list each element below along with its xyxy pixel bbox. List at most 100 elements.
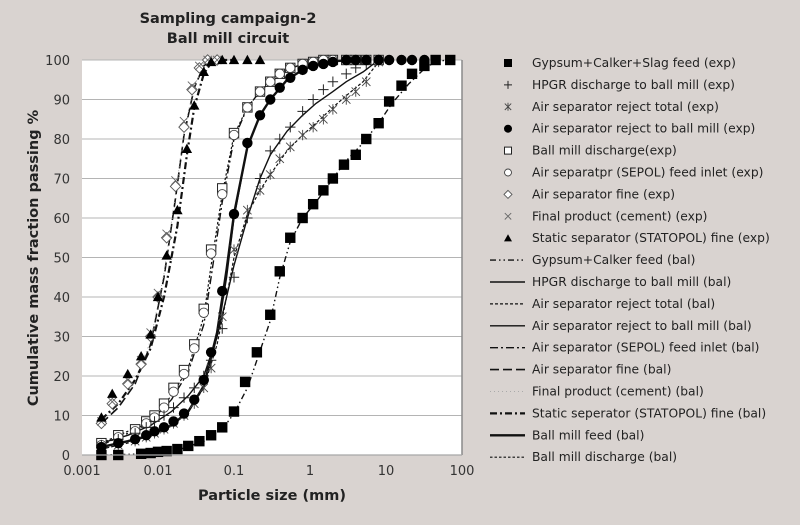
- legend-label: Final product (cement) (bal): [532, 385, 704, 399]
- data-point: [254, 86, 266, 97]
- data-point: [307, 198, 319, 210]
- data-point: [160, 231, 173, 244]
- data-point: [217, 311, 227, 322]
- x-tick-label: 100: [450, 464, 475, 479]
- data-point: [285, 141, 295, 153]
- data-point: [194, 435, 205, 447]
- data-point: [169, 180, 182, 193]
- data-point: [172, 204, 183, 215]
- data-point: [274, 133, 285, 145]
- data-point: [189, 100, 200, 110]
- data-point: [242, 54, 253, 65]
- x-tick-label: 0.1: [224, 464, 245, 479]
- legend-label: Static seperator (STATOPOL) fine (bal): [532, 406, 766, 420]
- data-point: [242, 137, 253, 149]
- data-point: [152, 291, 164, 302]
- data-point: [265, 169, 275, 180]
- data-point: [297, 106, 308, 117]
- data-point: [107, 397, 117, 407]
- data-point: [373, 54, 384, 66]
- data-point: [96, 441, 107, 453]
- data-point: [228, 272, 240, 283]
- data-point: [328, 104, 338, 115]
- legend-label: Static separator (STATOPOL) fine (exp): [532, 231, 770, 245]
- legend-marker: [504, 234, 512, 242]
- data-point: [158, 410, 170, 421]
- data-point: [254, 54, 266, 65]
- data-point: [129, 434, 141, 445]
- legend-marker: [504, 124, 512, 133]
- data-point: [396, 54, 407, 66]
- data-point: [113, 437, 124, 449]
- legend-label: Final product (cement) (exp): [532, 209, 707, 223]
- data-point: [318, 58, 329, 70]
- data-point: [265, 76, 276, 87]
- data-point: [308, 121, 318, 133]
- data-point: [161, 445, 172, 457]
- data-point: [406, 68, 418, 80]
- data-point: [229, 244, 239, 255]
- data-point: [145, 447, 156, 459]
- data-point: [419, 60, 430, 72]
- data-point: [179, 116, 189, 126]
- data-point: [265, 94, 276, 105]
- data-point: [285, 121, 296, 133]
- series-line: [101, 59, 223, 422]
- data-point: [228, 406, 240, 417]
- legend-label: Air separator reject to ball mill (bal): [532, 319, 752, 333]
- data-point: [341, 94, 351, 105]
- data-point: [171, 175, 180, 185]
- legend-marker: [504, 212, 512, 220]
- data-point: [161, 250, 172, 260]
- x-tick-label: 1: [306, 464, 314, 479]
- y-tick-label: 50: [53, 252, 70, 267]
- data-point: [135, 351, 147, 361]
- data-point: [274, 82, 285, 93]
- legend-label: Air separator reject total (bal): [532, 297, 715, 311]
- data-point: [254, 110, 266, 121]
- data-point: [205, 56, 217, 67]
- data-point: [189, 382, 200, 394]
- data-point: [168, 386, 179, 397]
- data-point: [350, 149, 361, 160]
- legend-label: HPGR discharge to ball mill (bal): [532, 275, 731, 289]
- data-point: [298, 129, 308, 141]
- legend-label: Air separator fine (exp): [532, 187, 675, 201]
- data-point: [178, 408, 190, 419]
- data-point: [327, 76, 339, 87]
- data-point: [145, 329, 156, 339]
- data-point: [217, 323, 228, 334]
- y-tick-label: 60: [53, 212, 70, 227]
- data-point: [162, 229, 172, 239]
- x-axis-label: Particle size (mm): [198, 488, 346, 504]
- data-point: [383, 96, 395, 107]
- data-point: [275, 153, 285, 164]
- data-point: [242, 102, 253, 113]
- legend-marker: [503, 189, 513, 200]
- data-point: [350, 54, 361, 66]
- legend: Gypsum+Calker+Slag feed (exp) HPGR discha…: [490, 56, 770, 464]
- data-point: [186, 83, 198, 96]
- data-point: [178, 392, 190, 403]
- data-point: [217, 189, 228, 200]
- legend-marker: [504, 80, 512, 89]
- data-point: [181, 143, 193, 154]
- data-point: [152, 446, 164, 458]
- data-point: [351, 86, 361, 97]
- data-point: [265, 145, 276, 157]
- data-point: [338, 159, 350, 170]
- data-point: [106, 397, 119, 410]
- data-point: [178, 368, 190, 380]
- y-axis-label: Cumulative mass fraction passing %: [26, 109, 42, 406]
- data-point: [361, 133, 372, 145]
- data-point: [178, 121, 190, 133]
- data-point: [274, 68, 285, 79]
- data-point: [228, 129, 240, 141]
- data-point: [217, 54, 228, 65]
- data-point: [445, 54, 456, 66]
- data-point: [189, 343, 200, 354]
- y-tick-label: 10: [53, 410, 70, 425]
- legend-label: Gypsum+Calker feed (bal): [532, 253, 695, 267]
- data-point: [341, 68, 352, 80]
- data-point: [122, 368, 133, 379]
